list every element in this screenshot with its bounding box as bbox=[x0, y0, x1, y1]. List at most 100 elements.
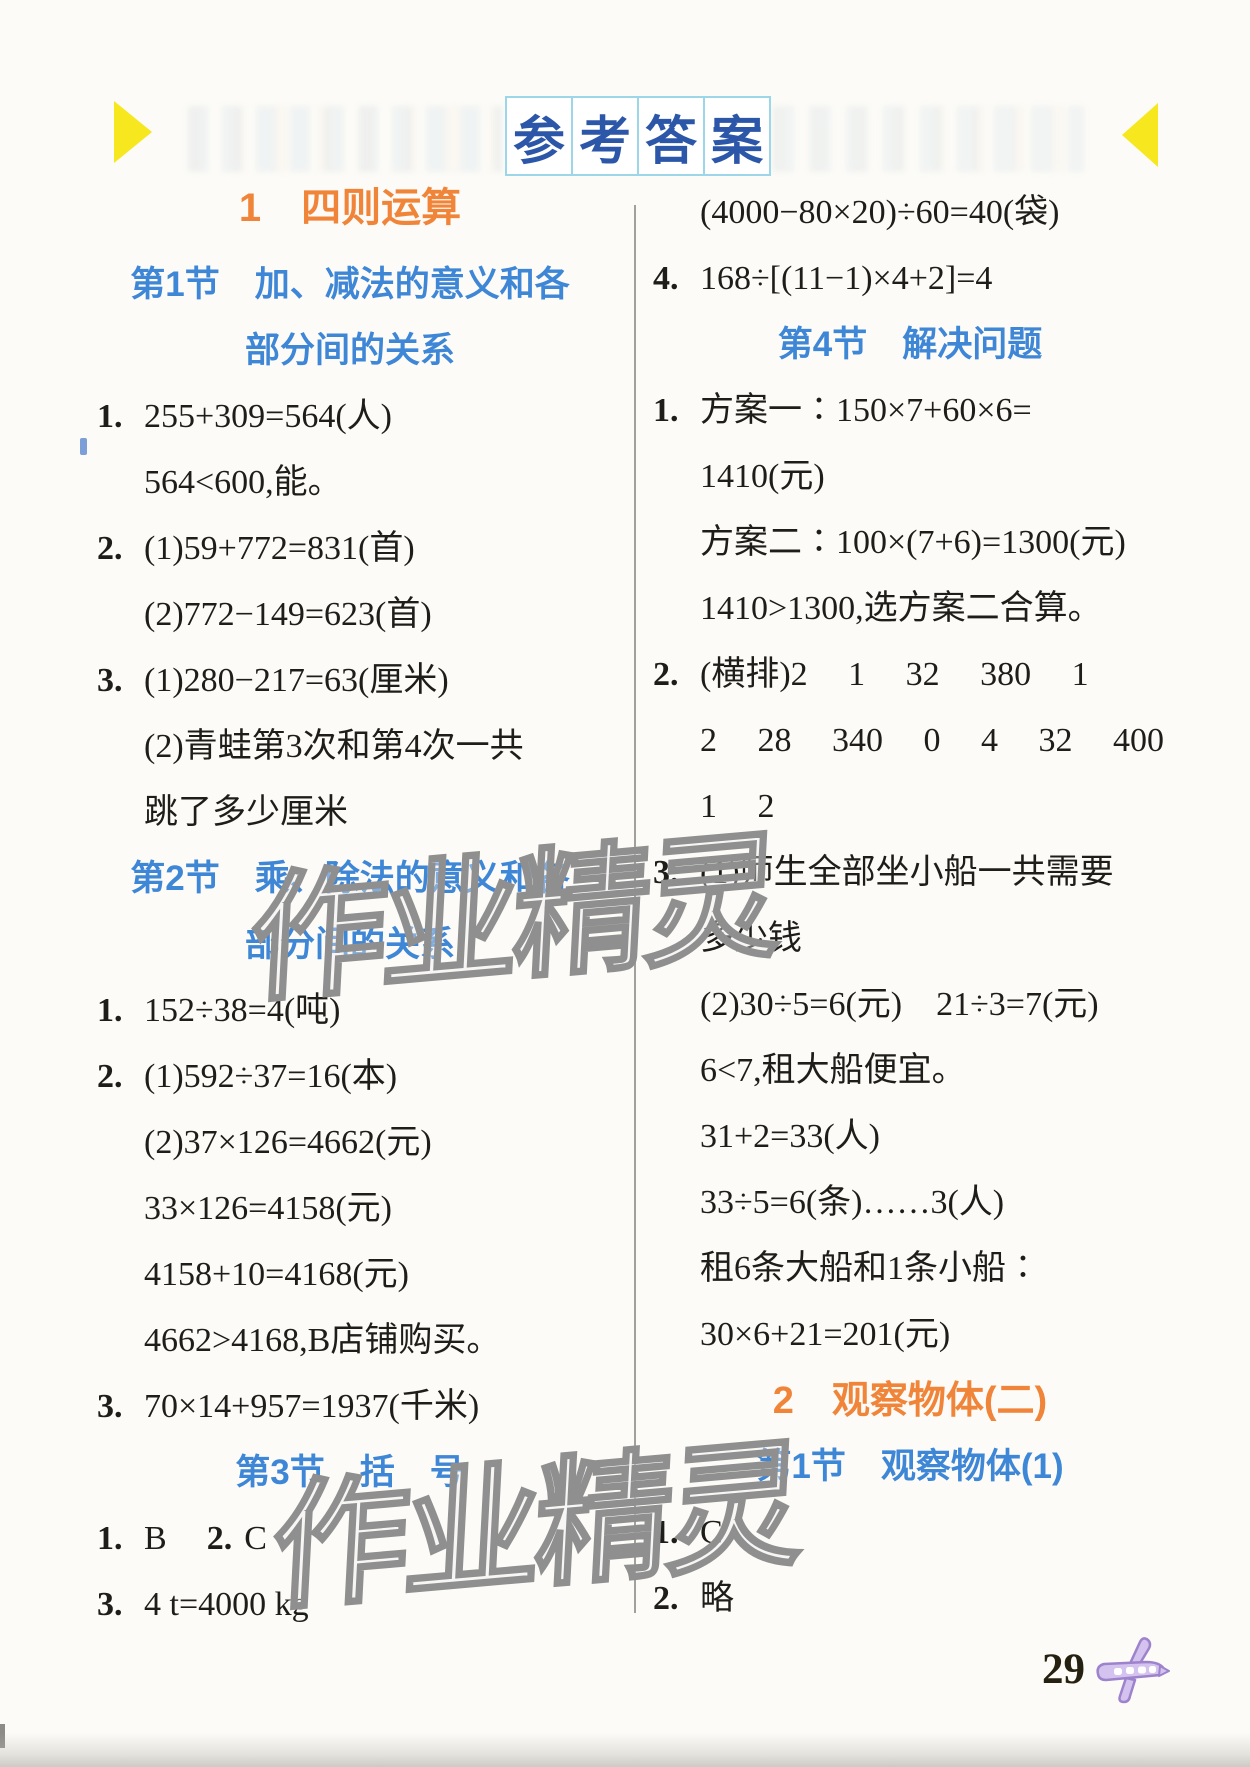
item-number: 1. bbox=[97, 1520, 123, 1557]
page-number: 29 bbox=[1042, 1646, 1085, 1693]
answer-line: 4662>4168,B店铺购买。 bbox=[97, 1308, 603, 1374]
item-number: 2. bbox=[97, 530, 123, 567]
answer-text: 31+2=33(人) bbox=[700, 1118, 880, 1155]
answer-text: 33×126=4158(元) bbox=[144, 1190, 392, 1227]
item-number: 2. bbox=[653, 1580, 679, 1617]
section-heading-wrap: 部分间的关系 bbox=[244, 925, 455, 964]
answer-text: (2)青蛙第3次和第4次一共 bbox=[144, 728, 524, 765]
answer-line: 3. 70×14+957=1937(千米) bbox=[97, 1374, 603, 1440]
answer-line: 1. 152÷38=4(吨) bbox=[97, 978, 603, 1044]
answer-text: (1)59+772=831(首) bbox=[144, 530, 415, 567]
answer-text: 4 t=4000 kg bbox=[144, 1586, 309, 1623]
item-number: 1. bbox=[653, 392, 679, 429]
answer-line: 6<7,租大船便宜。 bbox=[653, 1038, 1167, 1104]
page-title: 参 考 答 案 bbox=[505, 96, 771, 176]
answer-text: 2 28 340 0 4 32 400 bbox=[700, 722, 1164, 759]
answer-line: 1. B 2. C bbox=[97, 1506, 603, 1572]
ink-speck-blue bbox=[80, 438, 87, 455]
answer-text: 70×14+957=1937(千米) bbox=[144, 1388, 480, 1425]
answer-text: 1410(元) bbox=[700, 458, 825, 495]
answer-text: 33÷5=6(条)……3(人) bbox=[700, 1184, 1005, 1221]
answer-line: 1. C bbox=[653, 1500, 1167, 1566]
answer-text: B bbox=[144, 1520, 167, 1557]
answer-text: (4000−80×20)÷60=40(袋) bbox=[700, 194, 1060, 231]
answer-text: (1)师生全部坐小船一共需要 bbox=[700, 854, 1114, 891]
answer-line: 1. 方案一∶150×7+60×6= bbox=[653, 378, 1167, 444]
answer-text: 4662>4168,B店铺购买。 bbox=[144, 1322, 501, 1359]
item-number: 1. bbox=[97, 398, 123, 435]
answer-text: (2)30÷5=6(元) 21÷3=7(元) bbox=[700, 986, 1099, 1023]
answer-text: 30×6+21=201(元) bbox=[700, 1316, 951, 1353]
item-number: 3. bbox=[653, 854, 679, 891]
title-char: 考 bbox=[578, 112, 631, 171]
answer-text: C bbox=[700, 1514, 723, 1551]
left-column: 第1节 加、减法的意义和各 部分间的关系 1. 255+309=564(人) 56… bbox=[97, 252, 603, 1638]
answer-text: 多少钱 bbox=[700, 920, 802, 957]
answer-text: 564<600,能。 bbox=[144, 464, 342, 501]
answer-line: (2)772−149=623(首) bbox=[97, 582, 603, 648]
title-char: 答 bbox=[644, 112, 697, 171]
title-char: 参 bbox=[512, 112, 565, 171]
answer-text: 255+309=564(人) bbox=[144, 398, 392, 435]
answer-line: 1 2 bbox=[653, 774, 1167, 840]
section-heading: 第3节 括 号 bbox=[235, 1453, 465, 1492]
answer-line: (2)30÷5=6(元) 21÷3=7(元) bbox=[653, 972, 1167, 1038]
answer-line: 1410(元) bbox=[653, 444, 1167, 510]
answer-text: (横排)2 1 32 380 1 bbox=[700, 656, 1089, 693]
title-char-box: 答 bbox=[637, 96, 705, 176]
answer-line: 3. (1)280−217=63(厘米) bbox=[97, 648, 603, 714]
answer-line: 2. (1)59+772=831(首) bbox=[97, 516, 603, 582]
answer-line: 3. (1)师生全部坐小船一共需要 bbox=[653, 840, 1167, 906]
answer-line: 4. 168÷[(11−1)×4+2]=4 bbox=[653, 246, 1167, 312]
item-number: 3. bbox=[97, 1586, 123, 1623]
answer-text: 4158+10=4168(元) bbox=[144, 1256, 409, 1293]
answer-line: 2 28 340 0 4 32 400 bbox=[653, 708, 1167, 774]
chapter-heading-1: 1 四则运算 bbox=[238, 186, 462, 230]
right-column: (4000−80×20)÷60=40(袋) 4. 168÷[(11−1)×4+2]… bbox=[653, 180, 1167, 1632]
item-number: 2. bbox=[206, 1520, 233, 1557]
ghost-print-right bbox=[772, 106, 1084, 172]
answer-line: (4000−80×20)÷60=40(袋) bbox=[653, 180, 1167, 246]
answer-line: (2)37×126=4662(元) bbox=[97, 1110, 603, 1176]
answer-line: 1. 255+309=564(人) bbox=[97, 384, 603, 450]
answer-text: 168÷[(11−1)×4+2]=4 bbox=[700, 260, 993, 297]
answer-line: 33×126=4158(元) bbox=[97, 1176, 603, 1242]
airplane-icon bbox=[1096, 1637, 1170, 1704]
title-char-box: 案 bbox=[703, 96, 771, 176]
answer-text: 152÷38=4(吨) bbox=[144, 992, 341, 1029]
answer-text: 方案一∶150×7+60×6= bbox=[700, 392, 1032, 429]
column-divider bbox=[634, 205, 636, 1613]
section-heading: 第4节 解决问题 bbox=[777, 325, 1043, 364]
title-char-box: 参 bbox=[505, 96, 573, 176]
answer-text: 1 2 bbox=[700, 788, 775, 825]
answer-line: 1410>1300,选方案二合算。 bbox=[653, 576, 1167, 642]
answer-text: (2)772−149=623(首) bbox=[144, 596, 432, 633]
ghost-print-left bbox=[188, 106, 502, 172]
item-number: 1. bbox=[97, 992, 123, 1029]
answer-line: 33÷5=6(条)……3(人) bbox=[653, 1170, 1167, 1236]
corner-arrow-right-icon bbox=[1122, 103, 1158, 167]
item-number: 1. bbox=[653, 1514, 679, 1551]
answer-line: 跳了多少厘米 bbox=[97, 780, 603, 846]
item-number: 3. bbox=[97, 662, 123, 699]
answer-line: 2. (1)592÷37=16(本) bbox=[97, 1044, 603, 1110]
answer-text: (1)280−217=63(厘米) bbox=[144, 662, 449, 699]
answer-text: (1)592÷37=16(本) bbox=[144, 1058, 398, 1095]
answer-text: 1410>1300,选方案二合算。 bbox=[700, 590, 1102, 627]
section-heading: 第1节 观察物体(1) bbox=[756, 1447, 1064, 1486]
answer-line: 31+2=33(人) bbox=[653, 1104, 1167, 1170]
title-char-box: 考 bbox=[571, 96, 639, 176]
section-heading: 第2节 乘、除法的意义和各 bbox=[130, 859, 570, 898]
section-heading: 第1节 加、减法的意义和各 bbox=[130, 265, 570, 304]
answer-text: C bbox=[244, 1520, 267, 1557]
answer-line: 30×6+21=201(元) bbox=[653, 1302, 1167, 1368]
answer-line: 2. 略 bbox=[653, 1566, 1167, 1632]
answer-text: 6<7,租大船便宜。 bbox=[700, 1052, 966, 1089]
answer-text: 跳了多少厘米 bbox=[144, 794, 348, 831]
answer-line: 2. (横排)2 1 32 380 1 bbox=[653, 642, 1167, 708]
section-heading-wrap: 部分间的关系 bbox=[244, 331, 455, 370]
answer-line: 4158+10=4168(元) bbox=[97, 1242, 603, 1308]
corner-arrow-left-icon bbox=[114, 101, 152, 163]
answer-line: 3. 4 t=4000 kg bbox=[97, 1572, 603, 1638]
